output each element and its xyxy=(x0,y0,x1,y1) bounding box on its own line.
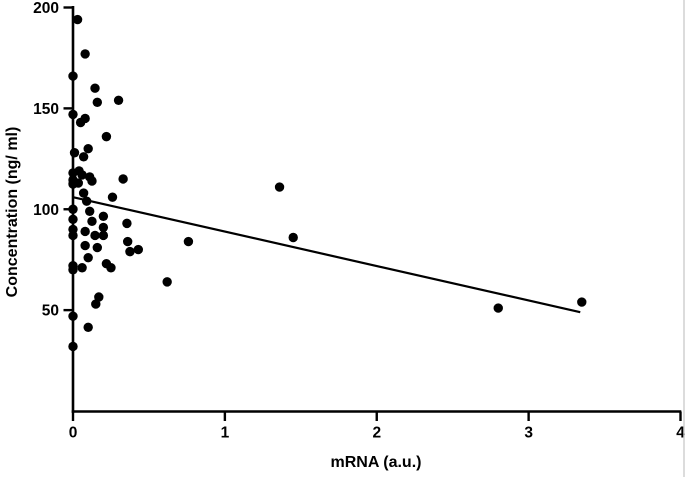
y-axis-title: Concentration (ng/ ml) xyxy=(4,127,21,298)
data-point xyxy=(122,218,132,229)
data-point xyxy=(98,230,109,241)
data-point xyxy=(69,148,80,158)
data-point xyxy=(68,214,78,225)
data-point xyxy=(98,211,109,222)
trendline-layer xyxy=(72,196,581,314)
x-axis-title: mRNA (a.u.) xyxy=(331,454,422,471)
data-point xyxy=(78,152,89,162)
x-tick-label: 2 xyxy=(372,425,381,442)
data-point xyxy=(113,95,124,106)
y-tick-label: 150 xyxy=(33,101,59,118)
data-point xyxy=(83,322,93,332)
data-point xyxy=(98,222,109,233)
data-point xyxy=(122,236,133,247)
data-point xyxy=(107,192,118,202)
data-point xyxy=(77,170,87,180)
data-point xyxy=(83,252,93,263)
data-point xyxy=(68,168,78,178)
data-point xyxy=(101,131,112,142)
data-point xyxy=(183,236,194,247)
data-point xyxy=(68,230,78,241)
data-points-layer xyxy=(68,14,587,352)
data-point xyxy=(274,182,285,192)
axes-layer xyxy=(71,6,682,413)
data-point xyxy=(90,83,100,93)
y-tick-label: 50 xyxy=(42,303,59,320)
data-point xyxy=(493,303,503,313)
data-point xyxy=(92,97,103,108)
data-point xyxy=(81,196,92,206)
data-point xyxy=(106,263,116,273)
data-point xyxy=(68,311,78,321)
data-point xyxy=(68,204,78,214)
y-tick-label: 100 xyxy=(33,202,59,219)
data-point xyxy=(80,240,90,251)
data-point xyxy=(577,297,587,307)
data-point xyxy=(125,246,135,257)
data-point xyxy=(87,176,97,186)
data-point xyxy=(94,292,104,302)
x-tick-label: 0 xyxy=(69,425,78,442)
data-point xyxy=(133,244,144,255)
data-point xyxy=(72,14,83,25)
regression-line xyxy=(72,196,581,314)
data-point xyxy=(87,216,97,227)
data-point xyxy=(68,109,78,120)
data-point xyxy=(80,226,90,237)
data-point xyxy=(162,277,172,287)
data-point xyxy=(68,71,78,81)
data-point xyxy=(75,117,86,128)
data-point xyxy=(77,263,87,273)
x-tick-label: 3 xyxy=(524,425,533,442)
data-point xyxy=(68,341,78,352)
data-point xyxy=(118,174,128,184)
y-tick-label: 200 xyxy=(33,0,59,17)
data-point xyxy=(90,230,100,241)
data-point xyxy=(92,242,103,253)
data-point xyxy=(288,232,298,243)
data-point xyxy=(68,179,78,189)
data-point xyxy=(68,265,78,275)
data-point xyxy=(83,144,93,154)
data-point xyxy=(78,188,89,198)
tick-layer: 50 100 150 200 0 1 2 3 4 xyxy=(33,0,685,442)
data-point xyxy=(85,206,95,216)
data-point xyxy=(91,299,101,309)
data-point xyxy=(80,49,90,59)
x-tick-label: 4 xyxy=(676,425,685,442)
x-tick-label: 1 xyxy=(221,425,230,442)
